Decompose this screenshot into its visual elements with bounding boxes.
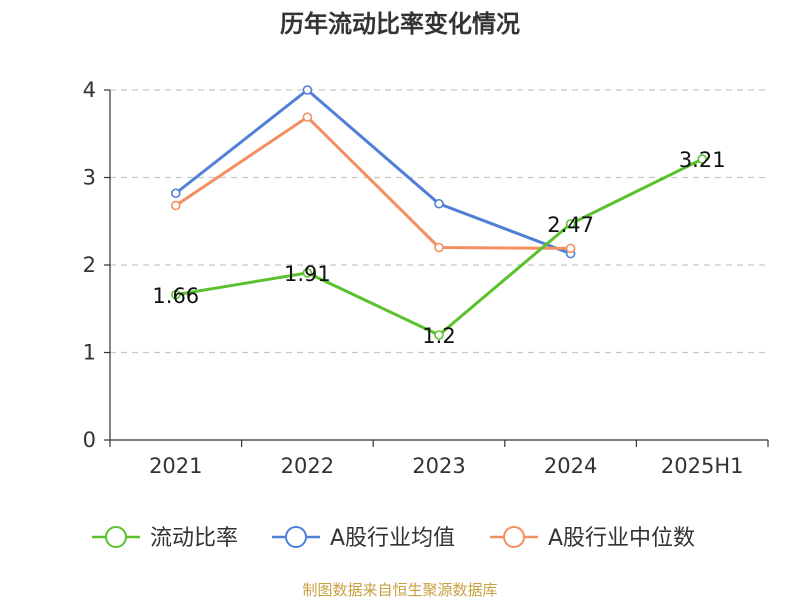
data-label: 1.66 <box>152 284 199 308</box>
data-point <box>565 219 576 229</box>
data-point <box>171 200 181 211</box>
data-point <box>565 243 576 254</box>
x-tick-label: 2024 <box>544 454 597 478</box>
data-point <box>434 242 444 253</box>
series-line <box>174 88 572 256</box>
data-point <box>434 198 444 209</box>
legend-label: A股行业中位数 <box>548 526 695 551</box>
y-tick-label: 0 <box>83 428 96 452</box>
x-tick-label: 2023 <box>412 454 465 478</box>
series-line <box>174 115 571 250</box>
source-note: 制图数据来自恒生聚源数据库 <box>302 581 497 599</box>
axes: 0 1 2 3 4 2021 2022 2023 2024 2025H1 <box>83 78 769 478</box>
y-tick-label: 1 <box>83 341 96 365</box>
y-tick-label: 3 <box>83 166 96 190</box>
data-point <box>302 112 313 122</box>
legend-item-0: 流动比率 <box>92 526 238 551</box>
y-tick-label: 4 <box>83 78 96 102</box>
legend-marker <box>503 526 525 548</box>
data-label: 1.2 <box>422 324 455 348</box>
grid-lines <box>110 89 768 354</box>
data-labels: 1.66 1.91 1.2 2.47 3.21 <box>152 148 725 348</box>
series-2 <box>171 112 576 254</box>
series-layer <box>171 85 708 340</box>
x-tick-label: 2025H1 <box>661 454 744 478</box>
legend-marker <box>285 526 307 548</box>
legend-item-2: A股行业中位数 <box>490 526 695 551</box>
series-0 <box>171 154 708 340</box>
data-point <box>171 188 181 199</box>
legend-label: A股行业均值 <box>330 526 455 551</box>
legend: 流动比率 A股行业均值 A股行业中位数 <box>92 526 695 551</box>
legend-marker <box>105 526 127 548</box>
legend-label: 流动比率 <box>150 526 238 551</box>
data-label: 3.21 <box>679 148 726 172</box>
x-tick-label: 2021 <box>149 454 202 478</box>
legend-item-1: A股行业均值 <box>272 526 455 551</box>
data-point <box>434 330 444 340</box>
data-point <box>171 289 181 300</box>
x-tick-label: 2022 <box>281 454 334 478</box>
data-label: 2.47 <box>547 213 594 237</box>
data-label: 1.91 <box>284 262 331 286</box>
y-tick-label: 2 <box>83 253 96 277</box>
data-point <box>302 268 313 278</box>
series-1 <box>171 85 576 259</box>
chart-title: 历年流动比率变化情况 <box>280 10 520 38</box>
data-point <box>697 154 708 164</box>
data-point <box>302 85 313 95</box>
